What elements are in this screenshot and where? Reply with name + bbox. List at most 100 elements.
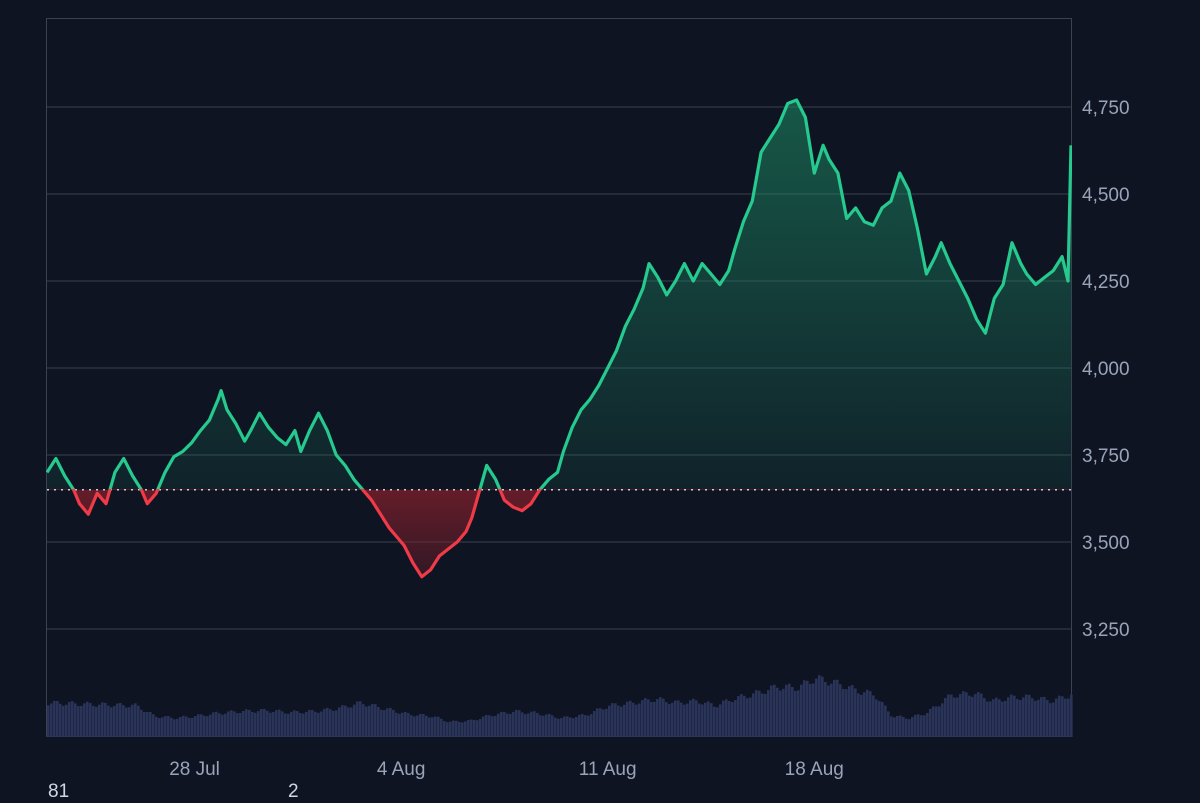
volume-bar (467, 720, 470, 737)
volume-bar (170, 717, 173, 737)
volume-bar (887, 711, 890, 737)
volume-bar (341, 705, 344, 737)
volume-bar (287, 713, 290, 737)
volume-bar (731, 702, 734, 737)
volume-bar (524, 714, 527, 737)
volume-bar (209, 714, 212, 737)
volume-bar (854, 688, 857, 737)
volume-bar (473, 719, 476, 737)
volume-bar (317, 712, 320, 737)
volume-bar (602, 709, 605, 737)
volume-bar (620, 706, 623, 737)
volume-bar (350, 707, 353, 737)
volume-bar (194, 716, 197, 737)
volume-bar (839, 684, 842, 737)
volume-bar (179, 716, 182, 737)
volume-bar (725, 699, 728, 737)
volume-bar (74, 703, 77, 737)
volume-bar (359, 701, 362, 737)
volume-bar (755, 690, 758, 737)
volume-bar (248, 709, 251, 737)
volume-bar (728, 700, 731, 737)
area-below-baseline (47, 489, 1071, 577)
volume-bar (371, 703, 374, 737)
volume-bar (626, 701, 629, 737)
volume-bar (344, 705, 347, 737)
volume-bar (392, 709, 395, 737)
volume-bar (464, 721, 467, 737)
volume-bar (86, 701, 89, 737)
volume-bar (989, 701, 992, 737)
volume-bar (497, 713, 500, 737)
volume-bar (770, 685, 773, 737)
volume-bar (614, 703, 617, 737)
volume-bar (89, 703, 92, 737)
volume-bar (314, 711, 317, 737)
volume-bar (965, 692, 968, 737)
volume-bar (1037, 699, 1040, 737)
volume-bar (260, 709, 263, 737)
volume-bar (767, 690, 770, 737)
volume-bar (572, 718, 575, 737)
volume-bar (872, 695, 875, 737)
volume-bar (377, 706, 380, 737)
volume-bar (536, 712, 539, 737)
volume-bar (485, 714, 488, 737)
volume-bar (587, 715, 590, 737)
volume-bar (362, 704, 365, 737)
volume-bar (545, 714, 548, 737)
volume-bar (53, 700, 56, 737)
volume-bar (296, 711, 299, 737)
volume-bar (974, 694, 977, 737)
volume-bar (173, 719, 176, 737)
y-tick-label: 4,500 (1082, 185, 1130, 206)
y-tick-label: 4,000 (1082, 359, 1130, 380)
volume-bar (257, 711, 260, 737)
volume-bar (743, 695, 746, 737)
volume-bar (185, 716, 188, 737)
volume-bar (68, 702, 71, 737)
volume-bar (1001, 701, 1004, 737)
volume-bar (623, 704, 626, 737)
volume-bar (617, 705, 620, 737)
volume-bar (476, 720, 479, 737)
volume-bar (566, 716, 569, 737)
volume-bar (971, 696, 974, 737)
volume-bar (740, 694, 743, 737)
volume-bar (935, 706, 938, 737)
volume-bar (161, 717, 164, 737)
volume-bar (773, 684, 776, 737)
volume-bar (218, 713, 221, 737)
volume-bar (107, 705, 110, 737)
volume-bar (203, 715, 206, 737)
volume-bar (407, 713, 410, 737)
volume-bar (806, 680, 809, 737)
volume-bar (365, 706, 368, 737)
volume-bar (1025, 694, 1028, 737)
volume-bar (221, 714, 224, 737)
volume-bar (386, 708, 389, 737)
volume-bar (1016, 699, 1019, 737)
volume-bar (719, 704, 722, 737)
volume-bar (716, 707, 719, 737)
volume-bar (776, 687, 779, 737)
volume-bar (176, 718, 179, 737)
volume-bar (239, 713, 242, 737)
volume-bar (848, 686, 851, 737)
volume-bar (284, 713, 287, 737)
volume-bar (281, 711, 284, 737)
volume-bar (608, 705, 611, 737)
price-line-up (46, 98, 1072, 489)
volume-bar (191, 717, 194, 737)
volume-bar (458, 721, 461, 737)
volume-bar (1040, 697, 1043, 737)
volume-bar (263, 708, 266, 737)
volume-bar (845, 689, 848, 737)
volume-bar (269, 712, 272, 737)
volume-bar (938, 706, 941, 737)
volume-bar (932, 706, 935, 737)
volume-bar (686, 703, 689, 737)
volume-bar (356, 701, 359, 737)
volume-bar (80, 705, 83, 737)
volume-bar (554, 717, 557, 737)
